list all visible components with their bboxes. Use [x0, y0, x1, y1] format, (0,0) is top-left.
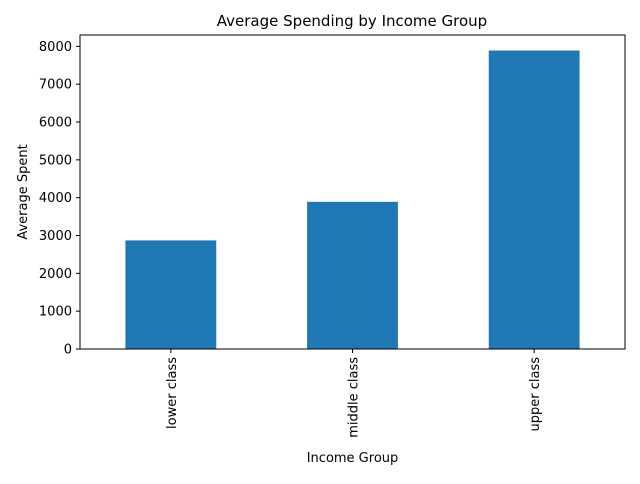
- y-tick-label: 1000: [39, 305, 72, 320]
- plot-frame: [79, 34, 626, 350]
- x-tick-label: lower class: [165, 357, 180, 429]
- y-tick-label: 5000: [39, 153, 72, 168]
- y-tick-label: 6000: [39, 116, 72, 131]
- bars: [125, 50, 580, 350]
- y-tick-label: 2000: [39, 267, 72, 282]
- y-tick-label: 7000: [39, 78, 72, 93]
- y-tick-label: 3000: [39, 229, 72, 244]
- y-axis: 0 1000 2000 3000 4000 5000 6000 7000 8000: [39, 40, 80, 358]
- x-tick-label: upper class: [528, 357, 543, 432]
- chart-title: Average Spending by Income Group: [217, 12, 487, 30]
- bar-lower-class: [125, 240, 217, 349]
- x-axis: lower class middle class upper class: [165, 349, 543, 438]
- bar-upper-class: [488, 50, 580, 350]
- bar-middle-class: [307, 201, 398, 349]
- y-tick-label: 8000: [39, 40, 72, 55]
- x-tick-label: middle class: [347, 357, 362, 438]
- x-axis-label: Income Group: [307, 451, 399, 466]
- y-axis-label: Average Spent: [16, 144, 31, 239]
- y-tick-label: 4000: [39, 191, 72, 206]
- y-tick-label: 0: [64, 343, 72, 358]
